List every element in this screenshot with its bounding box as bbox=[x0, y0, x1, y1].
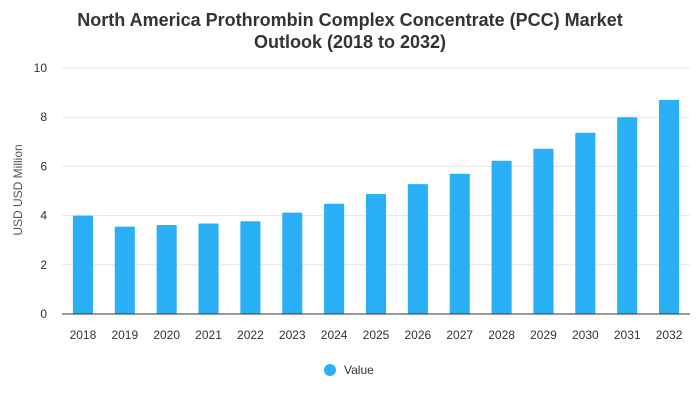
y-tick-label: 0 bbox=[40, 307, 47, 321]
chart-title-line-2: Outlook (2018 to 2032) bbox=[254, 32, 446, 52]
x-tick-label: 2027 bbox=[446, 328, 473, 342]
bar-2030[interactable] bbox=[575, 132, 596, 314]
axes: 0 2 4 6 8 10 2018 2019 2020 2021 2022 2023 2024 2025 2… bbox=[34, 61, 690, 342]
bar-2025[interactable] bbox=[365, 193, 387, 314]
y-tick-label: 8 bbox=[40, 110, 47, 124]
legend[interactable]: Value bbox=[324, 363, 374, 377]
bar-2027[interactable] bbox=[449, 173, 470, 314]
bar-2032[interactable] bbox=[659, 99, 680, 314]
bar-2024[interactable] bbox=[324, 203, 345, 314]
y-tick-label: 4 bbox=[40, 209, 47, 223]
bar-2028[interactable] bbox=[491, 160, 512, 314]
x-tick-label: 2026 bbox=[405, 328, 432, 342]
x-tick-label: 2021 bbox=[195, 328, 222, 342]
x-tick-label: 2018 bbox=[70, 328, 97, 342]
chart-title: North America Prothrombin Complex Concen… bbox=[77, 10, 622, 52]
bar-2029[interactable] bbox=[533, 148, 554, 314]
bar-2019[interactable] bbox=[114, 226, 135, 314]
x-tick-label: 2023 bbox=[279, 328, 306, 342]
x-tick-label: 2028 bbox=[488, 328, 515, 342]
x-tick-label: 2022 bbox=[237, 328, 264, 342]
bar-2026[interactable] bbox=[407, 184, 428, 314]
bar-2031[interactable] bbox=[617, 117, 638, 314]
chart-title-line-1: North America Prothrombin Complex Concen… bbox=[77, 10, 622, 30]
x-tick-label: 2024 bbox=[321, 328, 348, 342]
x-tick-label: 2032 bbox=[656, 328, 683, 342]
bar-2018[interactable] bbox=[72, 215, 93, 314]
x-tick-label: 2019 bbox=[111, 328, 138, 342]
legend-label: Value bbox=[344, 363, 374, 377]
bar-2022[interactable] bbox=[240, 221, 261, 314]
y-axis-title: USD USD Million bbox=[11, 144, 25, 235]
bar-2023[interactable] bbox=[282, 212, 303, 314]
y-tick-label: 6 bbox=[40, 159, 47, 173]
y-tick-label: 10 bbox=[34, 61, 48, 75]
x-tick-label: 2030 bbox=[572, 328, 599, 342]
y-tick-label: 2 bbox=[40, 258, 47, 272]
x-tick-label: 2029 bbox=[530, 328, 557, 342]
bar-2020[interactable] bbox=[156, 224, 177, 314]
bar-2021[interactable] bbox=[198, 223, 219, 314]
x-tick-label: 2020 bbox=[153, 328, 180, 342]
legend-marker bbox=[324, 364, 336, 376]
x-tick-label: 2025 bbox=[363, 328, 390, 342]
x-tick-label: 2031 bbox=[614, 328, 641, 342]
bar-series bbox=[72, 99, 680, 314]
